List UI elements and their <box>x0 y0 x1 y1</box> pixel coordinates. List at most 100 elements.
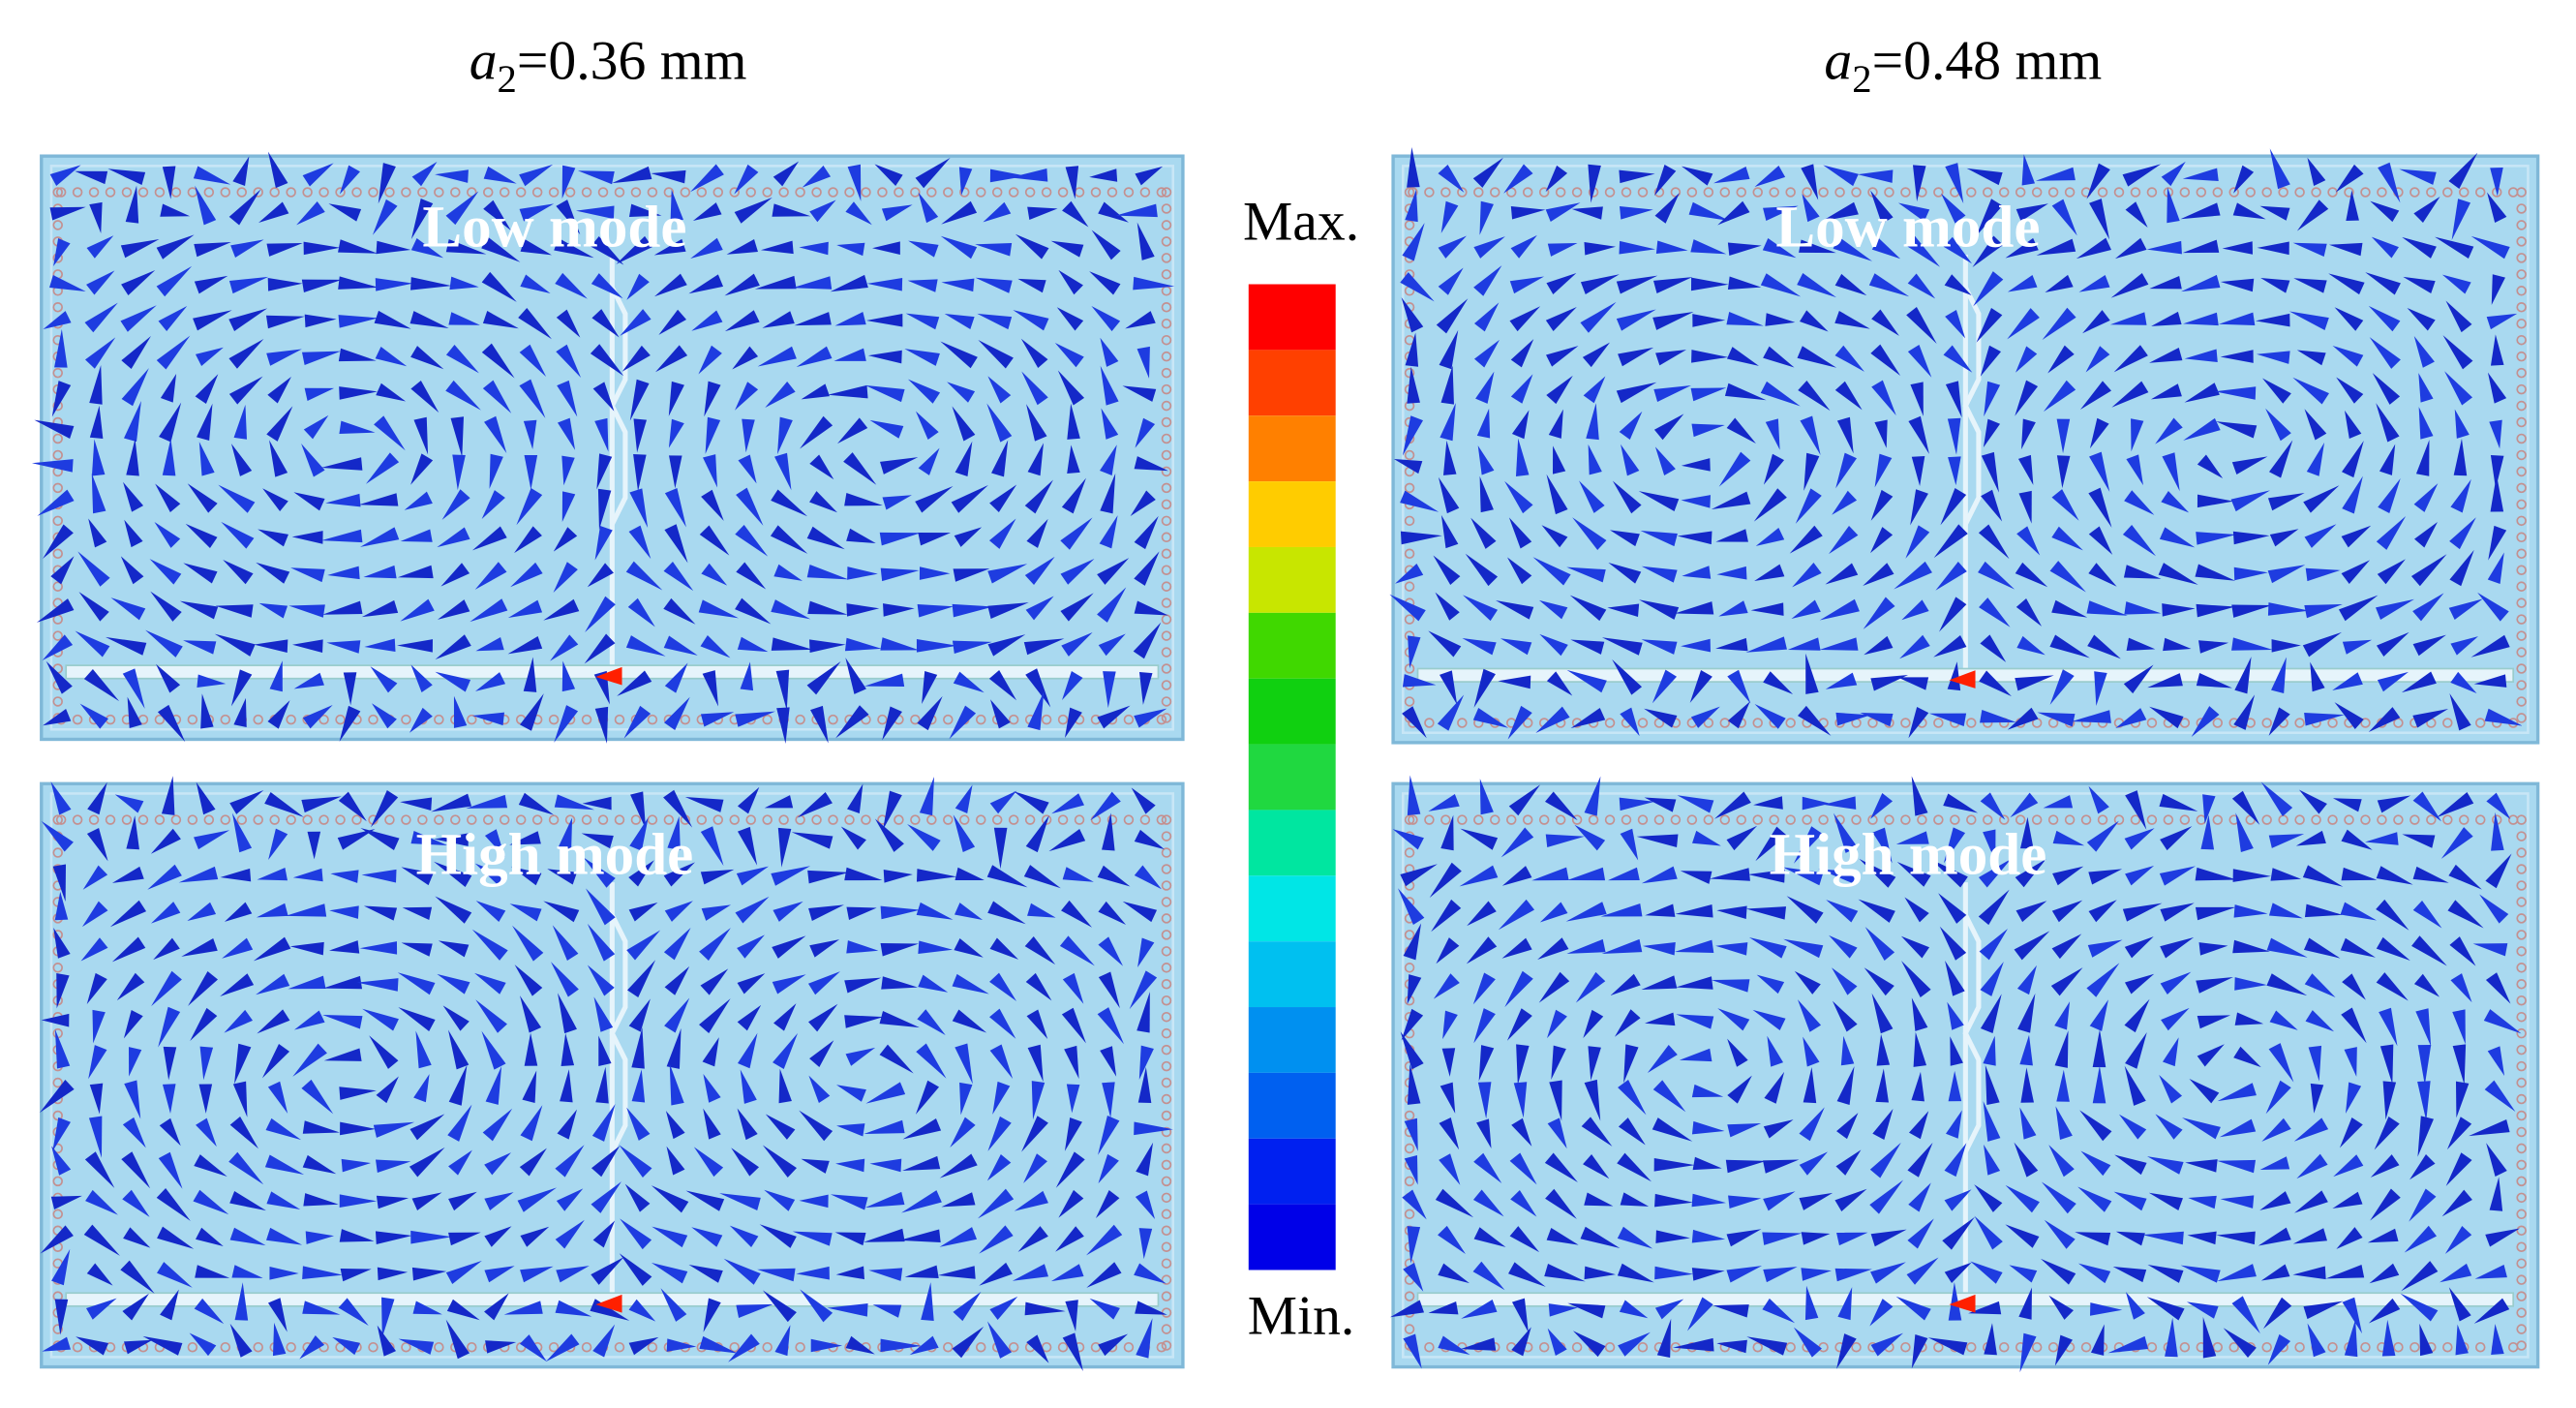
field-arrow <box>1836 1333 1857 1369</box>
field-arrow <box>1973 271 2004 307</box>
via <box>630 187 642 198</box>
via <box>1867 718 1878 728</box>
field-arrow <box>87 781 107 815</box>
field-arrow <box>147 864 182 890</box>
field-arrow <box>376 240 411 255</box>
field-arrow <box>413 416 429 455</box>
field-arrow <box>2490 167 2503 197</box>
via <box>548 187 560 198</box>
via <box>2047 814 2059 825</box>
field-arrow <box>1869 1179 1904 1214</box>
field-arrow <box>1692 830 1721 846</box>
field-arrow <box>1691 1229 1726 1243</box>
field-arrow <box>2202 794 2216 824</box>
field-arrow <box>1021 1116 1048 1152</box>
field-arrow <box>1509 1226 1540 1253</box>
field-arrow <box>587 563 614 588</box>
field-arrow <box>623 705 652 739</box>
field-arrow <box>2088 563 2117 587</box>
field-arrow <box>2149 706 2184 729</box>
field-arrow <box>474 562 507 590</box>
field-arrow <box>1569 595 1607 622</box>
field-arrow <box>1407 775 1421 815</box>
via <box>1588 814 1599 825</box>
field-arrow <box>88 1116 103 1158</box>
via <box>1161 449 1172 461</box>
field-arrow <box>518 308 552 340</box>
field-arrow <box>2182 239 2220 254</box>
field-arrow <box>1582 342 1611 368</box>
field-arrow <box>2159 1075 2183 1104</box>
field-arrow <box>2159 793 2198 811</box>
field-arrow <box>484 1293 509 1321</box>
field-arrow <box>489 453 503 489</box>
field-arrow <box>830 1194 868 1210</box>
via <box>597 187 609 198</box>
field-arrow <box>1475 371 1495 404</box>
via <box>1736 814 1747 825</box>
via <box>2516 1093 2527 1105</box>
field-arrow <box>1799 1192 1834 1210</box>
via <box>647 814 658 825</box>
field-arrow <box>470 598 508 623</box>
field-arrow <box>441 489 470 520</box>
field-arrow <box>2234 657 2252 694</box>
field-arrow <box>2342 475 2363 514</box>
field-arrow <box>1972 235 2004 267</box>
field-arrow <box>1097 558 1130 585</box>
field-arrow <box>2346 190 2359 221</box>
field-arrow <box>836 242 865 257</box>
field-arrow <box>1692 314 1726 327</box>
via <box>2377 187 2387 198</box>
field-arrow <box>1983 829 1996 862</box>
field-arrow <box>2418 373 2434 403</box>
field-arrow <box>2018 1287 2032 1320</box>
via <box>450 814 461 825</box>
field-arrow <box>120 305 157 332</box>
field-arrow <box>1801 1268 1832 1281</box>
field-arrow <box>228 338 264 369</box>
field-arrow <box>2262 1297 2292 1330</box>
field-arrow <box>987 901 1026 925</box>
field-arrow <box>1428 630 1462 658</box>
field-arrow <box>2295 830 2326 846</box>
via <box>1604 718 1616 728</box>
field-arrow <box>1979 670 2012 697</box>
field-arrow <box>1513 1082 1528 1118</box>
field-arrow <box>1655 240 1688 254</box>
field-arrow <box>265 315 305 329</box>
field-arrow <box>197 674 227 689</box>
field-arrow <box>36 598 75 623</box>
field-arrow <box>1098 971 1120 1009</box>
field-arrow <box>1798 381 1831 412</box>
field-arrow <box>880 567 920 582</box>
field-arrow <box>51 381 72 417</box>
field-arrow <box>631 1069 646 1103</box>
via <box>877 714 888 725</box>
field-arrow <box>2293 1117 2329 1142</box>
field-arrow <box>1803 452 1820 491</box>
field-arrow <box>360 827 400 850</box>
via <box>2516 847 2527 858</box>
field-arrow <box>2189 1079 2220 1104</box>
field-arrow <box>1584 1079 1601 1121</box>
field-arrow <box>2049 669 2075 705</box>
colorbar-band <box>1248 744 1336 811</box>
field-arrow <box>2453 438 2468 476</box>
field-arrow <box>1717 200 1750 226</box>
via <box>1161 351 1172 362</box>
field-arrow <box>952 1326 985 1359</box>
field-arrow <box>289 941 324 956</box>
field-arrow <box>1795 488 1822 524</box>
field-arrow <box>2267 602 2310 616</box>
field-arrow <box>1681 166 1713 186</box>
field-arrow <box>2088 900 2117 923</box>
field-arrow <box>1470 517 1497 549</box>
field-arrow <box>1653 413 1684 441</box>
via <box>531 187 543 198</box>
field-arrow <box>2271 639 2301 653</box>
field-arrow <box>2016 964 2037 995</box>
field-arrow <box>2233 694 2256 730</box>
field-arrow <box>977 313 1013 330</box>
field-arrow <box>86 235 114 259</box>
